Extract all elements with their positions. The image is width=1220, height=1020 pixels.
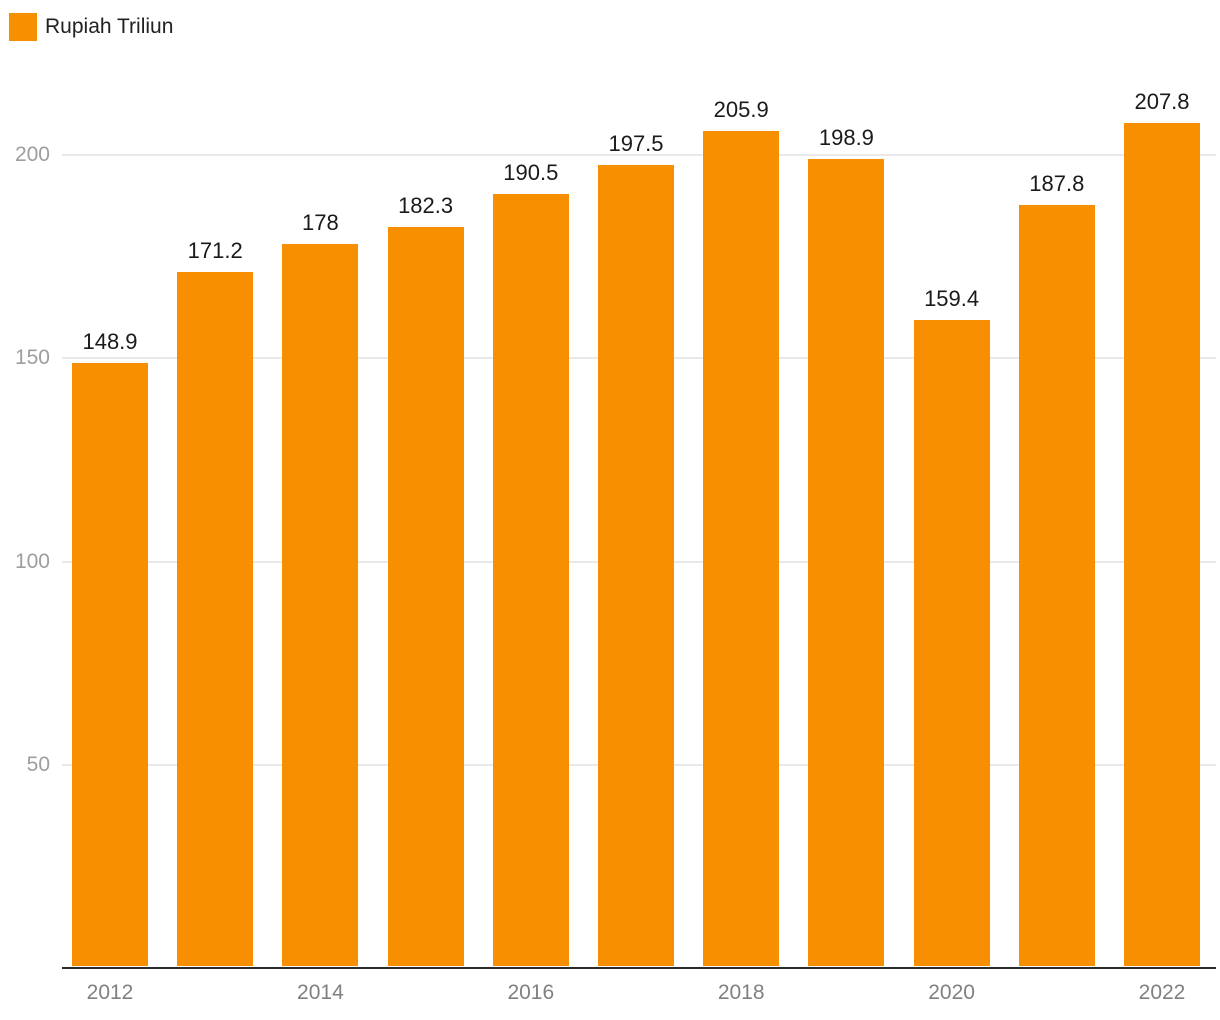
legend-label: Rupiah Triliun xyxy=(45,15,174,38)
x-axis-label: 2016 xyxy=(507,981,555,1004)
bar-value-label: 207.8 xyxy=(1134,89,1190,115)
bar-value-label: 198.9 xyxy=(818,125,874,151)
bar[interactable] xyxy=(1124,123,1200,966)
bar[interactable] xyxy=(808,159,885,966)
bar[interactable] xyxy=(492,193,569,966)
x-axis-label: 2014 xyxy=(297,981,344,1004)
bar[interactable] xyxy=(387,226,464,966)
bar-value-label: 178 xyxy=(302,210,339,236)
x-axis-line xyxy=(62,967,1216,969)
bar-value-label: 182.3 xyxy=(398,192,454,218)
x-axis-label: 2020 xyxy=(928,981,975,1004)
y-axis-label: 200 xyxy=(14,143,50,166)
bar-value-label: 190.5 xyxy=(503,159,559,185)
bar-value-label: 148.9 xyxy=(82,328,138,354)
bar[interactable] xyxy=(703,131,780,966)
bar[interactable] xyxy=(1018,204,1095,966)
bar-value-label: 171.2 xyxy=(187,238,243,264)
bar[interactable] xyxy=(913,320,990,966)
bar[interactable] xyxy=(72,362,148,966)
bar[interactable] xyxy=(177,272,254,966)
legend: Rupiah Triliun xyxy=(9,13,173,41)
y-axis-label: 150 xyxy=(14,346,50,370)
bar[interactable] xyxy=(282,244,359,966)
x-axis-label: 2018 xyxy=(717,981,765,1004)
gridline xyxy=(62,154,1216,156)
bar-value-label: 197.5 xyxy=(608,131,664,157)
bar[interactable] xyxy=(598,165,674,966)
bar-value-label: 187.8 xyxy=(1029,170,1085,196)
x-axis-label: 2022 xyxy=(1138,981,1186,1004)
x-axis-label: 2012 xyxy=(86,981,134,1004)
y-axis-label: 50 xyxy=(26,752,50,776)
y-axis-label: 100 xyxy=(14,549,50,573)
bar-value-label: 205.9 xyxy=(713,97,769,123)
bar-value-label: 159.4 xyxy=(924,286,980,312)
legend-swatch xyxy=(9,13,37,41)
